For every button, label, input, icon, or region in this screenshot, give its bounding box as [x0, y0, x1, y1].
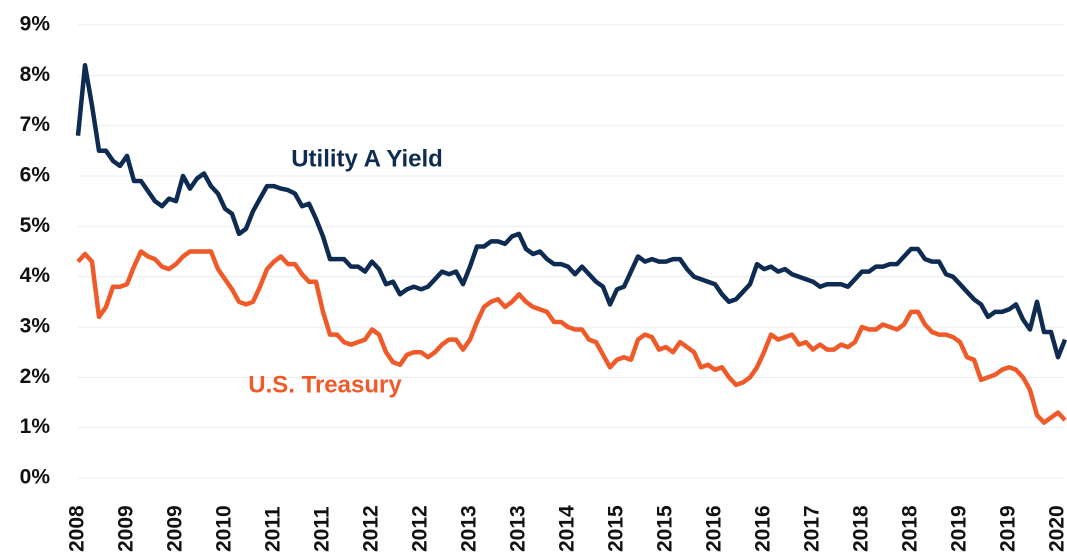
- x-tick-label: 2016: [752, 505, 775, 552]
- y-tick-label: 7%: [20, 113, 51, 136]
- x-tick-label: 2018: [850, 505, 873, 552]
- x-tick-label: 2011: [262, 506, 285, 552]
- x-tick-label: 2012: [409, 505, 432, 552]
- y-tick-label: 0%: [20, 466, 51, 489]
- x-tick-label: 2019: [997, 505, 1020, 552]
- y-tick-label: 5%: [20, 214, 51, 237]
- x-tick-label: 2016: [703, 505, 726, 552]
- x-tick-label: 2012: [360, 505, 383, 552]
- line-series: [76, 249, 1067, 425]
- y-tick-label: 2%: [20, 365, 51, 388]
- x-tick-label: 2017: [801, 505, 824, 552]
- x-tick-label: 2013: [507, 505, 530, 552]
- x-tick-label: 2008: [66, 505, 89, 552]
- x-tick-label: 2014: [556, 505, 579, 552]
- x-tick-label: 2019: [948, 505, 971, 552]
- series-label: Utility A Yield: [291, 145, 443, 172]
- x-tick-label: 2010: [213, 505, 236, 552]
- y-tick-label: 8%: [20, 63, 51, 86]
- x-tick-label: 2018: [899, 505, 922, 552]
- x-tick-label: 2020: [1046, 505, 1067, 552]
- y-tick-label: 3%: [20, 315, 51, 338]
- line-series: [75, 63, 1067, 360]
- x-tick-label: 2013: [458, 505, 481, 552]
- y-tick-label: 1%: [20, 415, 51, 438]
- x-tick-label: 2011: [311, 506, 334, 552]
- series-label: U.S. Treasury: [248, 371, 402, 398]
- x-tick-label: 2009: [115, 505, 138, 552]
- y-tick-label: 6%: [20, 164, 51, 187]
- x-tick-label: 2009: [164, 505, 187, 552]
- x-tick-label: 2015: [605, 505, 628, 552]
- y-tick-label: 9%: [20, 13, 51, 36]
- x-tick-label: 2015: [654, 505, 677, 552]
- y-tick-label: 4%: [20, 264, 51, 287]
